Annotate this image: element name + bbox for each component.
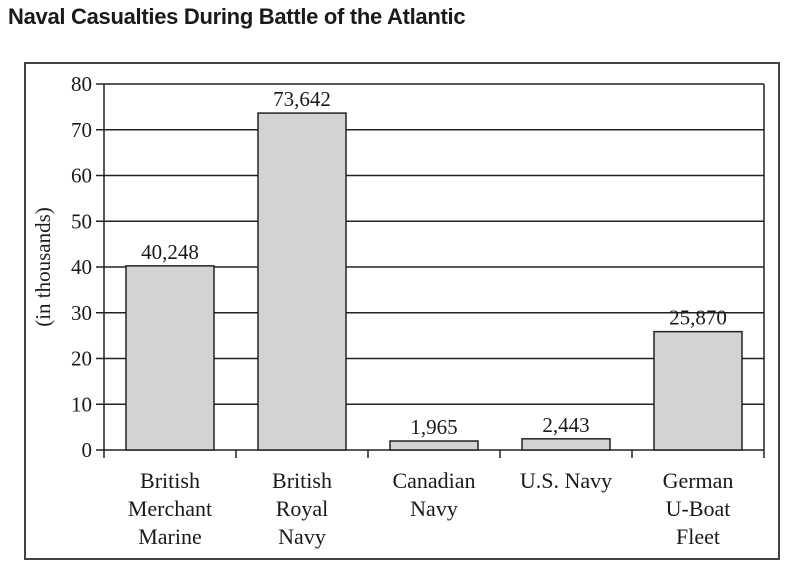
y-axis-label: (in thousands) xyxy=(31,207,55,327)
y-tick-label: 80 xyxy=(71,72,92,96)
x-tick-label: Marine xyxy=(138,524,202,549)
bar xyxy=(521,438,611,451)
x-tick-label: German xyxy=(663,468,734,493)
x-tick-label: British xyxy=(140,468,200,493)
bar xyxy=(125,265,215,451)
bar xyxy=(653,330,743,451)
x-tick-label: Merchant xyxy=(128,496,212,521)
y-tick-label: 40 xyxy=(71,255,92,279)
y-tick-label: 10 xyxy=(71,392,92,416)
data-label: 73,642 xyxy=(273,87,331,111)
x-tick-label: Canadian xyxy=(392,468,475,493)
x-tick-label: Navy xyxy=(410,496,458,521)
y-tick-label: 60 xyxy=(71,164,92,188)
chart-title: Naval Casualties During Battle of the At… xyxy=(8,4,466,29)
y-tick-label: 70 xyxy=(71,118,92,142)
x-tick-label: Royal xyxy=(276,496,329,521)
x-tick-label: British xyxy=(272,468,332,493)
chart-frame xyxy=(24,62,780,560)
y-tick-label: 30 xyxy=(71,301,92,325)
x-tick-label: U-Boat xyxy=(666,496,731,521)
x-tick-label: Navy xyxy=(278,524,326,549)
data-label: 1,965 xyxy=(410,415,457,439)
data-label: 25,870 xyxy=(669,306,727,330)
x-tick-label: U.S. Navy xyxy=(520,468,612,493)
y-tick-label: 0 xyxy=(82,438,93,462)
data-label: 2,443 xyxy=(542,413,589,437)
y-tick-label: 50 xyxy=(71,209,92,233)
y-tick-label: 20 xyxy=(71,347,92,371)
bar xyxy=(389,440,479,451)
bar xyxy=(257,112,347,451)
data-label: 40,248 xyxy=(141,240,199,264)
x-tick-label: Fleet xyxy=(676,524,720,549)
